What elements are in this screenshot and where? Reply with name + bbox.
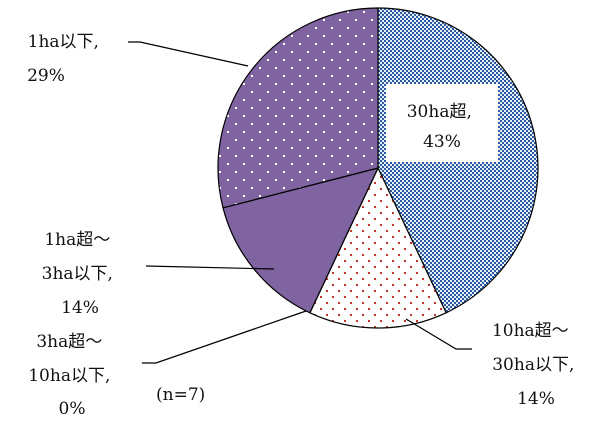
label-3-10ha: 3ha超～ 10ha以下, 0% <box>28 332 116 419</box>
sample-size-note: (n=7) <box>156 385 205 405</box>
label-1-3ha: 1ha超～ 3ha以下, 14% <box>42 230 119 318</box>
leader-1ha-under <box>128 41 249 67</box>
label-1ha-under: 1ha以下, 29% <box>27 32 104 86</box>
leader-1-3ha <box>145 265 275 270</box>
slice-1-3ha <box>222 167 380 314</box>
label-10-30ha: 10ha超～ 30ha以下, 14% <box>492 321 580 409</box>
label-30ha-over: 30ha超, 43% <box>407 102 478 152</box>
slice-1ha-under <box>217 7 379 209</box>
leader-10-30ha <box>405 318 472 350</box>
leader-3-10ha <box>142 310 307 364</box>
slice-10-30ha <box>309 166 447 329</box>
label-box-30ha-over <box>386 84 498 162</box>
